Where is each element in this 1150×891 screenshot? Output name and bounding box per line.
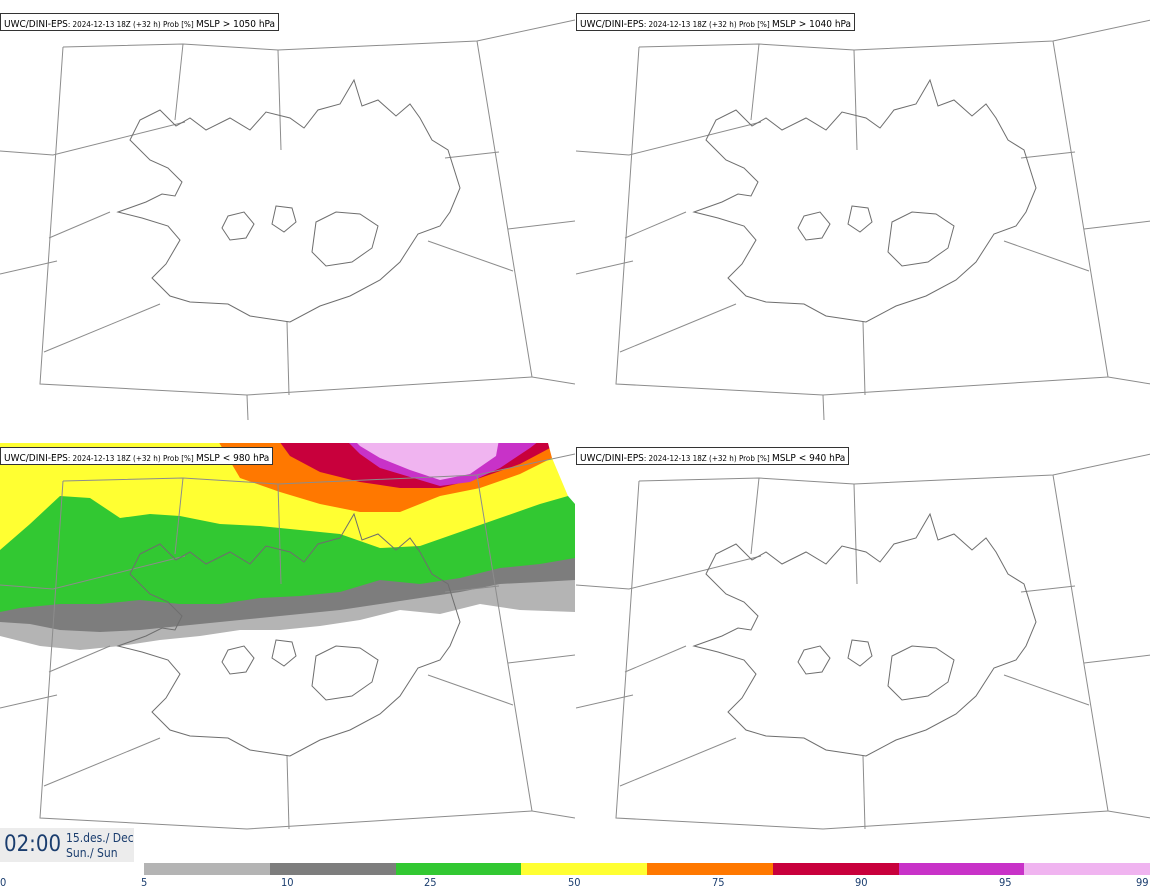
region-borders (576, 19, 1150, 421)
legend-swatch-10-25 (269, 863, 396, 875)
iceland-coastline (116, 512, 461, 757)
threshold-label: MSLP > 1040 hPa (771, 19, 852, 30)
map-canvas (0, 434, 575, 830)
model-name: UWC/DINI-EPS (4, 453, 68, 464)
panel-title: UWC/DINI-EPS: 2024-12-13 18Z (+32 h) Pro… (576, 447, 850, 465)
region-borders (576, 453, 1150, 830)
panel-title: UWC/DINI-EPS: 2024-12-13 18Z (+32 h) Pro… (0, 13, 280, 31)
run-info: : 2024-12-13 18Z (+32 h) Prob [%] (67, 454, 196, 463)
threshold-label: MSLP > 1050 hPa (195, 19, 276, 30)
map-panel-2: UWC/DINI-EPS: 2024-12-13 18Z (+32 h) Pro… (576, 0, 1150, 433)
legend-tick: 99 (1136, 876, 1149, 889)
model-name: UWC/DINI-EPS (580, 19, 644, 30)
panel-title: UWC/DINI-EPS: 2024-12-13 18Z (+32 h) Pro… (0, 447, 274, 465)
prob-band-99-100 (348, 434, 500, 480)
run-info: : 2024-12-13 18Z (+32 h) Prob [%] (67, 20, 196, 29)
map-panel-3: UWC/DINI-EPS: 2024-12-13 18Z (+32 h) Pro… (0, 434, 575, 867)
legend-tick: 5 (141, 876, 148, 889)
map-canvas (576, 19, 1150, 421)
model-name: UWC/DINI-EPS (580, 453, 644, 464)
legend-swatch-25-50 (395, 863, 522, 875)
map-panel-4: UWC/DINI-EPS: 2024-12-13 18Z (+32 h) Pro… (576, 434, 1150, 867)
legend-swatch-90-95 (772, 863, 899, 875)
model-name: UWC/DINI-EPS (4, 19, 68, 30)
legend-tick: 90 (855, 876, 868, 889)
panel-title: UWC/DINI-EPS: 2024-12-13 18Z (+32 h) Pro… (576, 13, 856, 31)
legend-swatch-5-10 (144, 863, 270, 875)
iceland-coastline (692, 78, 1037, 323)
valid-date-line1: 15.des./ Dec (66, 831, 134, 845)
legend-tick: 50 (568, 876, 581, 889)
valid-time: 02:00 (4, 832, 62, 857)
run-info: : 2024-12-13 18Z (+32 h) Prob [%] (643, 454, 772, 463)
run-info: : 2024-12-13 18Z (+32 h) Prob [%] (643, 20, 772, 29)
valid-time-box: 02:00 15.des./ Dec Sun./ Sun (0, 828, 134, 862)
legend-swatch-75-90 (647, 863, 773, 875)
map-canvas (0, 19, 575, 421)
map-panel-1: UWC/DINI-EPS: 2024-12-13 18Z (+32 h) Pro… (0, 0, 575, 433)
valid-date-line2: Sun./ Sun (66, 846, 118, 860)
legend-color-bar (144, 863, 1150, 875)
iceland-coastline (692, 512, 1037, 757)
legend-swatch-99-100 (1024, 863, 1150, 875)
legend-tick: 95 (999, 876, 1012, 889)
legend-tick: 25 (424, 876, 437, 889)
region-borders (0, 19, 575, 421)
threshold-label: MSLP < 940 hPa (771, 453, 846, 464)
legend-tick: 0 (0, 876, 7, 889)
legend-swatch-50-75 (521, 863, 647, 875)
legend-swatch-95-99 (898, 863, 1025, 875)
map-canvas (576, 453, 1150, 830)
iceland-coastline (116, 78, 461, 323)
threshold-label: MSLP < 980 hPa (195, 453, 270, 464)
legend-tick: 10 (281, 876, 294, 889)
probability-field (0, 434, 575, 650)
legend-tick: 75 (712, 876, 725, 889)
region-borders (0, 453, 575, 830)
